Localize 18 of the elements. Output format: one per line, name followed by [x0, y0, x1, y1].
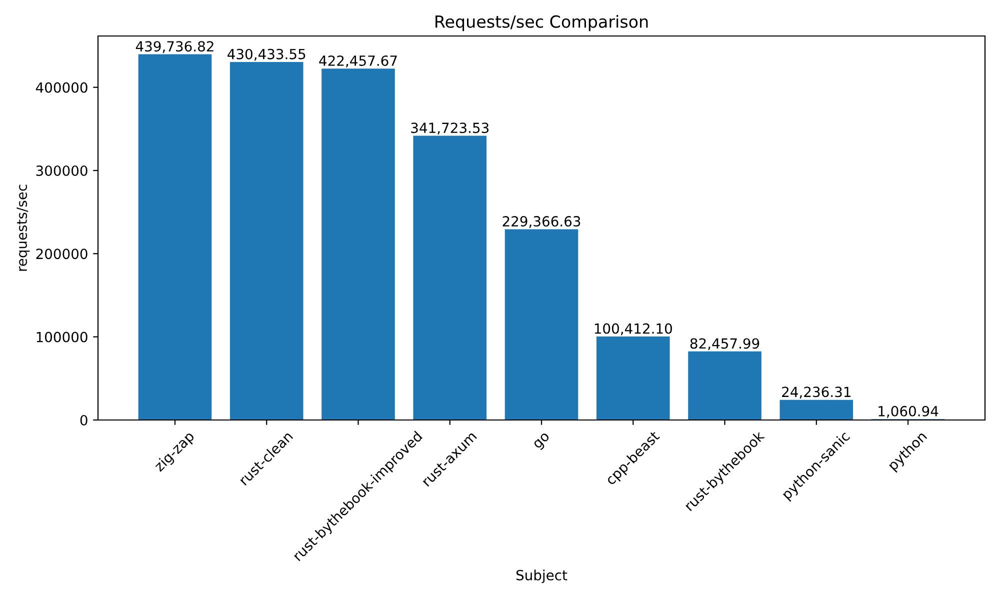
data-label: 229,366.63 [502, 216, 580, 228]
data-label: 24,236.31 [782, 386, 850, 399]
data-label: 430,433.55 [228, 48, 306, 61]
y-tick-label: 400000 [36, 82, 88, 93]
x-tick-label: go [533, 432, 552, 451]
y-tick-label: 300000 [36, 165, 88, 176]
y-tick-label: 0 [80, 414, 88, 426]
data-label: 341,723.53 [411, 122, 489, 135]
data-label: 82,457.99 [690, 338, 760, 350]
chart-title: Requests/sec Comparison [436, 15, 648, 32]
x-axis-title: Subject [516, 570, 568, 584]
data-label: 100,412.10 [594, 323, 672, 336]
y-axis-title: requests/sec [16, 184, 30, 271]
data-label: 422,457.67 [319, 55, 397, 68]
data-label: 1,060.94 [878, 406, 938, 418]
y-tick-label: 100000 [36, 332, 88, 342]
data-label: 439,736.82 [136, 41, 214, 54]
y-tick-label: 200000 [36, 248, 88, 260]
